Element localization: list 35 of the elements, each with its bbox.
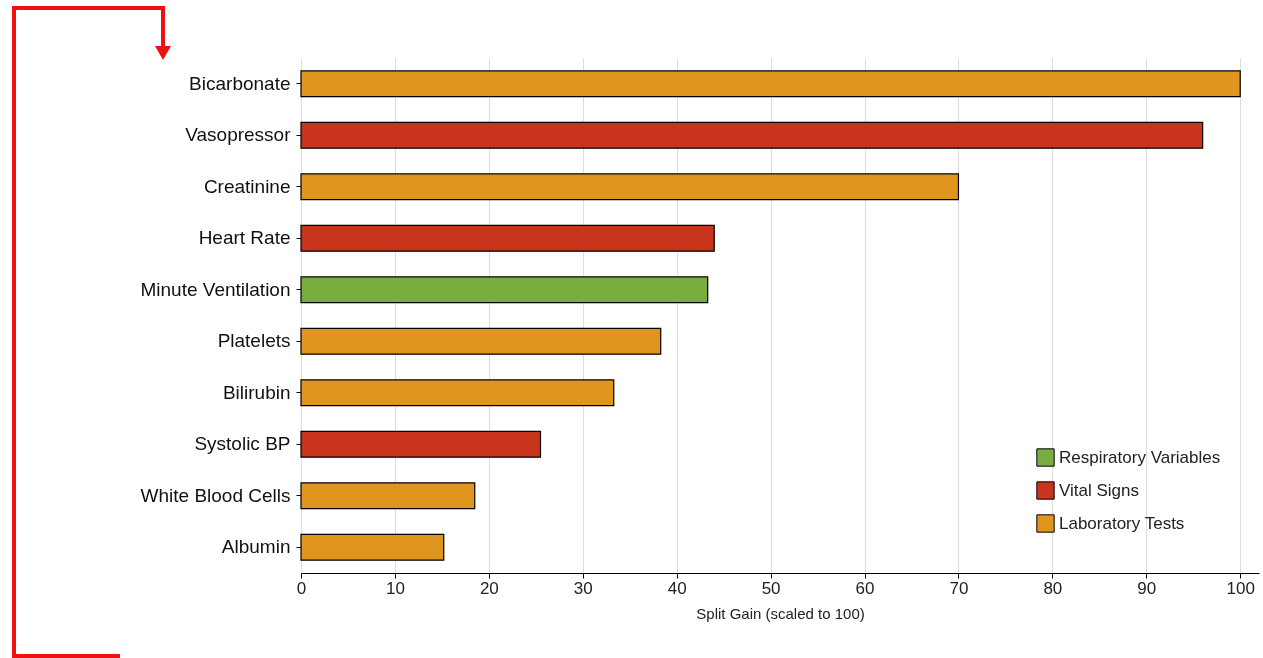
bar <box>300 70 1241 98</box>
x-tick-label: 40 <box>667 578 687 598</box>
bar <box>300 173 960 201</box>
x-tick-label: 100 <box>1226 578 1255 598</box>
bar <box>300 430 542 458</box>
y-tick-label: Minute Ventilation <box>140 278 291 300</box>
y-tick-label: Creatinine <box>203 175 291 197</box>
x-tick-label: 70 <box>949 578 969 598</box>
y-tick-label: White Blood Cells <box>140 484 291 506</box>
y-tick-label: Vasopressor <box>185 124 292 146</box>
bar <box>300 482 476 510</box>
x-tick-label: 10 <box>385 578 405 598</box>
x-tick-label: 90 <box>1137 578 1157 598</box>
bar <box>300 224 715 252</box>
y-tick-label: Heart Rate <box>198 227 291 249</box>
x-tick-label: 20 <box>479 578 499 598</box>
x-tick-label: 0 <box>296 578 307 598</box>
bar <box>300 327 662 355</box>
legend-label: Vital Signs <box>1059 480 1140 500</box>
x-axis-title: Split Gain (scaled to 100) <box>696 604 865 622</box>
bar <box>300 379 615 407</box>
bar <box>300 276 709 304</box>
y-tick-label: Bicarbonate <box>189 72 291 94</box>
y-tick-label: Albumin <box>221 536 291 558</box>
x-tick-label: 50 <box>761 578 781 598</box>
x-tick-label: 80 <box>1043 578 1063 598</box>
y-tick-label: Systolic BP <box>194 433 291 455</box>
bar <box>300 533 445 561</box>
y-tick-label: Platelets <box>217 330 291 352</box>
x-tick-label: 60 <box>855 578 875 598</box>
legend-label: Respiratory Variables <box>1059 447 1221 467</box>
y-tick-label: Bilirubin <box>222 381 291 403</box>
legend-label: Laboratory Tests <box>1059 513 1185 533</box>
bar <box>300 121 1204 149</box>
x-tick-label: 30 <box>573 578 593 598</box>
